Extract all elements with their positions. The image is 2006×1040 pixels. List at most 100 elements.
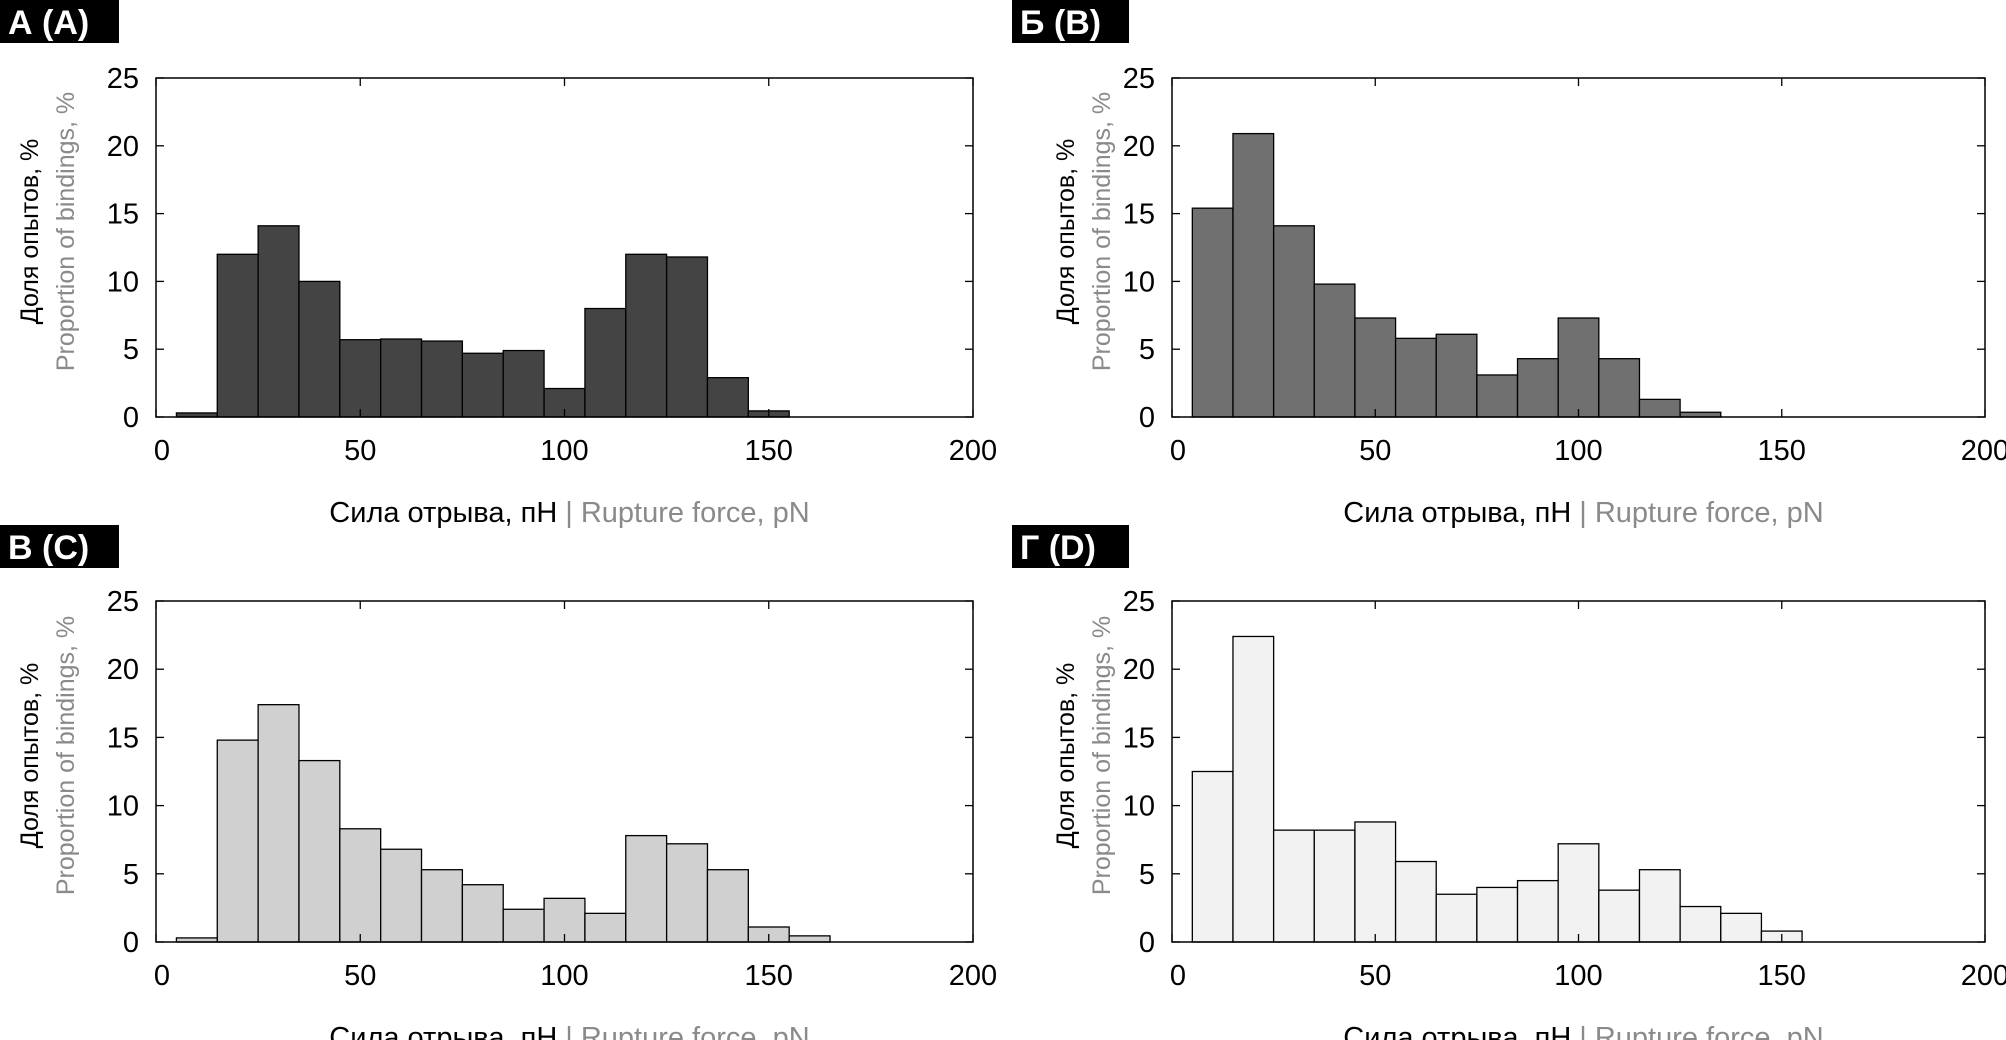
x-axis-label-separator: | <box>565 497 573 529</box>
histogram-bar <box>788 935 831 943</box>
x-axis-label-en: Rupture force, pN <box>1595 497 1824 529</box>
histogram-bar <box>1557 317 1600 418</box>
x-tick-label: 200 <box>949 435 997 467</box>
x-tick-label: 0 <box>1170 435 1186 467</box>
y-tick-label: 10 <box>107 791 139 823</box>
histogram-bar <box>502 349 545 418</box>
histogram-bar <box>625 253 668 418</box>
x-tick-label: 0 <box>154 435 170 467</box>
histogram-bar <box>1232 132 1275 418</box>
y-tick-label: 25 <box>107 586 139 618</box>
x-tick-label: 150 <box>745 960 793 992</box>
x-tick-label: 50 <box>344 435 376 467</box>
histogram-bar <box>461 352 504 418</box>
y-tick-label: 20 <box>1123 131 1155 163</box>
panel-label: А (A) <box>8 4 89 42</box>
y-tick-label: 15 <box>107 722 139 754</box>
histogram-bar <box>502 908 545 943</box>
histogram-bar <box>339 828 382 943</box>
histogram-bar <box>380 848 423 943</box>
y-axis-label-en: Proportion of bindings, % <box>52 616 80 895</box>
y-tick-label: 0 <box>123 927 139 959</box>
x-axis-label: Сила отрыва, пН | Rupture force, pN <box>1343 1022 1823 1040</box>
histogram-bar <box>1435 893 1478 943</box>
x-axis-label-separator: | <box>565 1022 573 1040</box>
y-tick-label: 20 <box>1123 654 1155 686</box>
y-tick-label: 25 <box>1123 586 1155 618</box>
panel-3: В (C) 0 50 100 150 200 0 5 10 15 20 25 Сила отрыва, … <box>0 525 997 1040</box>
y-tick-label: 15 <box>1123 199 1155 231</box>
histogram-bar <box>216 253 259 418</box>
histogram-bar <box>1191 207 1234 418</box>
histogram-bar <box>1435 333 1478 418</box>
x-tick-label: 0 <box>1170 960 1186 992</box>
x-axis-label-separator: | <box>1579 497 1587 529</box>
histogram-bar <box>1598 358 1641 418</box>
x-axis-label: Сила отрыва, пН | Rupture force, pN <box>1343 497 1823 529</box>
y-tick-label: 0 <box>1139 927 1155 959</box>
y-tick-label: 15 <box>107 199 139 231</box>
y-axis-label-ru: Доля опытов, % <box>16 663 44 849</box>
x-axis-label-ru: Сила отрыва, пН <box>1343 1022 1571 1040</box>
histogram-bar <box>1638 869 1681 943</box>
histogram-bar <box>1720 912 1763 943</box>
x-tick-label: 150 <box>1758 960 1806 992</box>
y-tick-label: 15 <box>1123 722 1155 754</box>
y-tick-label: 0 <box>1139 402 1155 434</box>
panel-label-background <box>0 525 119 568</box>
panel-label-background <box>1012 0 1129 43</box>
histogram-bar <box>1557 843 1600 943</box>
x-axis-label-ru: Сила отрыва, пН <box>329 1022 557 1040</box>
y-tick-label: 25 <box>107 63 139 95</box>
panel-4: Г (D) 0 50 100 150 200 0 5 10 15 20 25 Сила отрыва, … <box>1012 525 2006 1040</box>
x-tick-label: 0 <box>154 960 170 992</box>
y-tick-label: 5 <box>1139 859 1155 891</box>
y-tick-label: 0 <box>123 402 139 434</box>
x-axis-label-ru: Сила отрыва, пН <box>1343 497 1571 529</box>
y-tick-label: 20 <box>107 654 139 686</box>
x-tick-label: 100 <box>540 960 588 992</box>
y-tick-label: 5 <box>1139 334 1155 366</box>
x-axis-label-ru: Сила отрыва, пН <box>329 497 557 529</box>
panel-label-background <box>0 0 119 43</box>
x-axis-label: Сила отрыва, пН | Rupture force, pN <box>329 497 809 529</box>
x-axis-label-en: Rupture force, pN <box>1595 1022 1824 1040</box>
y-tick-label: 25 <box>1123 63 1155 95</box>
histogram-bar <box>257 704 300 943</box>
histogram-bar <box>1394 860 1437 943</box>
histogram-bar <box>1354 317 1397 418</box>
panel-1: А (A) 0 50 100 150 200 0 5 10 15 20 25 Сила отрыва, … <box>0 0 997 529</box>
y-axis-label-ru: Доля опытов, % <box>1052 139 1080 325</box>
panel-2: Б (B) 0 50 100 150 200 0 5 10 15 20 25 Сила отрыва, … <box>1012 0 2006 529</box>
histogram-bar <box>298 280 341 418</box>
histogram-bar <box>1272 829 1315 943</box>
x-tick-label: 100 <box>1554 960 1602 992</box>
x-tick-label: 50 <box>1359 435 1391 467</box>
x-tick-label: 50 <box>1359 960 1391 992</box>
x-axis-label-separator: | <box>1579 1022 1587 1040</box>
histogram-bar <box>1232 635 1275 943</box>
histogram-bar <box>706 377 749 418</box>
y-axis-label-en: Proportion of bindings, % <box>52 92 80 371</box>
x-tick-label: 150 <box>745 435 793 467</box>
x-tick-label: 100 <box>1554 435 1602 467</box>
histogram-bar <box>1313 829 1356 943</box>
histogram-bar <box>257 225 300 418</box>
y-tick-label: 10 <box>107 266 139 298</box>
histogram-bar <box>420 869 464 943</box>
histogram-bar <box>706 869 749 943</box>
histogram-bar <box>1598 889 1641 943</box>
histogram-bar <box>665 843 709 943</box>
histogram-bar <box>584 912 627 943</box>
histogram-bar <box>1516 879 1559 943</box>
y-axis-label-en: Proportion of bindings, % <box>1088 92 1116 371</box>
x-tick-label: 200 <box>949 960 997 992</box>
panel-label: Б (B) <box>1020 4 1101 42</box>
y-tick-label: 5 <box>123 334 139 366</box>
histogram-bar <box>1476 374 1519 418</box>
histogram-bar <box>298 759 341 943</box>
histogram-bar <box>216 739 259 943</box>
panel-label: В (C) <box>8 529 89 567</box>
histogram-bar <box>420 340 464 418</box>
